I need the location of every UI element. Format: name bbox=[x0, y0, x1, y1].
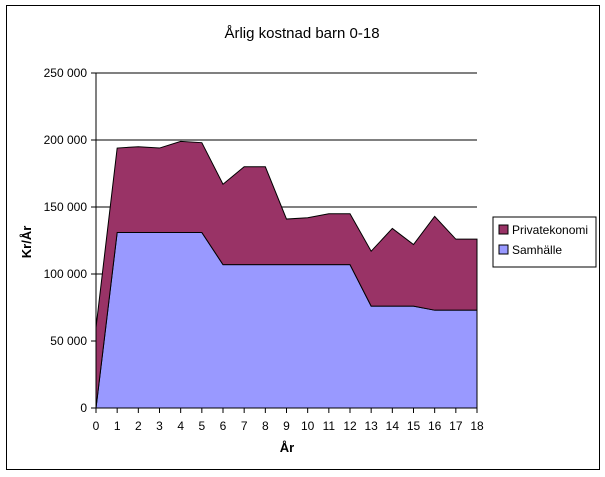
y-tick-label: 200 000 bbox=[44, 133, 88, 147]
legend-label: Privatekonomi bbox=[512, 223, 588, 237]
legend-box bbox=[492, 216, 597, 268]
x-tick-label: 10 bbox=[301, 419, 315, 433]
x-tick-label: 14 bbox=[386, 419, 400, 433]
x-axis-title: År bbox=[280, 440, 294, 455]
x-tick-label: 12 bbox=[343, 419, 357, 433]
y-tick-label: 0 bbox=[80, 401, 87, 415]
y-axis-title: Kr/År bbox=[19, 226, 34, 259]
chart-title: Årlig kostnad barn 0-18 bbox=[224, 25, 379, 42]
series-area-privatekonomi bbox=[95, 140, 478, 409]
x-tick-label: 3 bbox=[156, 419, 163, 433]
x-tick-label: 16 bbox=[428, 419, 442, 433]
x-tick-label: 13 bbox=[364, 419, 378, 433]
x-tick-label: 17 bbox=[449, 419, 463, 433]
legend-label: Samhälle bbox=[512, 243, 562, 257]
x-tick-label: 5 bbox=[198, 419, 205, 433]
chart-area: Årlig kostnad barn 0-18 0 50 000 100 000 15… bbox=[6, 5, 600, 470]
x-tick-label: 2 bbox=[135, 419, 142, 433]
legend-swatch bbox=[498, 224, 509, 235]
axes bbox=[91, 72, 478, 413]
legend: Privatekonomi Samhälle bbox=[492, 216, 597, 268]
x-tick-label: 11 bbox=[323, 419, 336, 433]
y-tick-label: 100 000 bbox=[44, 267, 88, 281]
y-tick-label: 150 000 bbox=[44, 200, 88, 214]
x-tick-label: 8 bbox=[262, 419, 269, 433]
legend-swatch bbox=[498, 244, 509, 255]
x-tick-label: 18 bbox=[470, 419, 484, 433]
x-tick-labels: 0 1 2 3 4 5 6 7 8 9 10 11 12 13 14 15 16 17 18 bbox=[93, 419, 484, 433]
y-tick-label: 250 000 bbox=[44, 66, 88, 80]
x-tick-label: 15 bbox=[407, 419, 421, 433]
x-tick-label: 7 bbox=[241, 419, 248, 433]
x-tick-label: 6 bbox=[220, 419, 227, 433]
y-tick-label: 50 000 bbox=[50, 334, 87, 348]
x-tick-label: 0 bbox=[93, 419, 100, 433]
x-tick-label: 4 bbox=[177, 419, 184, 433]
x-tick-label: 1 bbox=[114, 419, 121, 433]
x-tick-label: 9 bbox=[283, 419, 290, 433]
y-tick-labels: 0 50 000 100 000 150 000 200 000 250 000 bbox=[44, 66, 88, 415]
